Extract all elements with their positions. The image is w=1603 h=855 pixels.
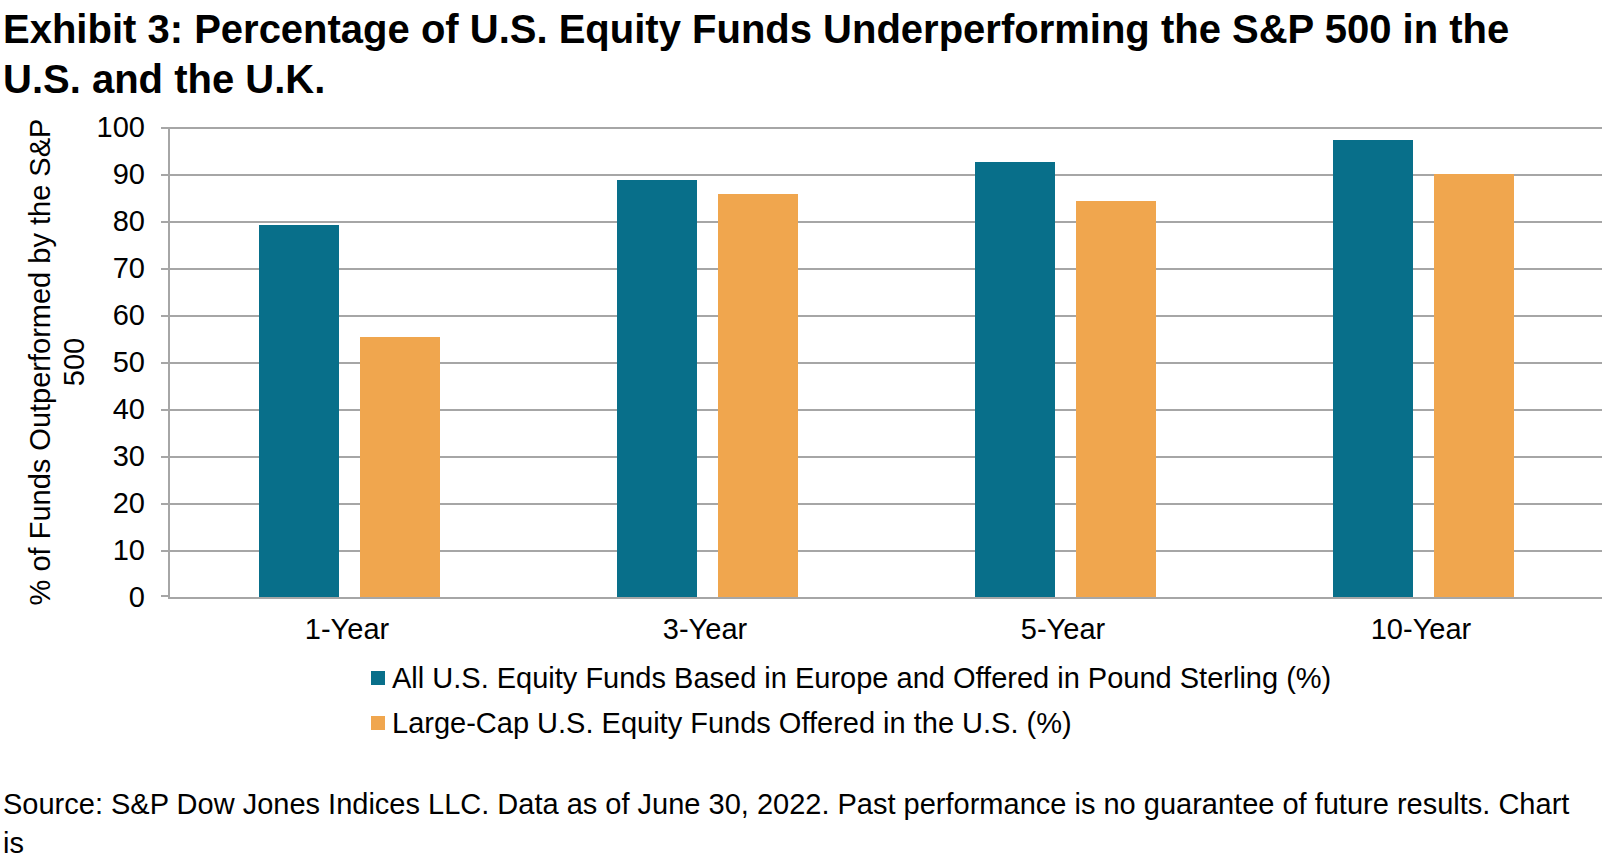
y-tick-mark <box>161 127 168 129</box>
legend-swatch-icon <box>371 716 385 730</box>
chart-title-line-2: U.S. and the U.K. <box>3 54 1598 104</box>
bar-10-year-series-1 <box>1333 140 1413 597</box>
x-axis-label-3-year: 3-Year <box>526 612 884 646</box>
bar-group-3-year <box>528 127 886 597</box>
bar-group-5-year <box>886 127 1244 597</box>
y-tick-mark <box>161 409 168 411</box>
legend: All U.S. Equity Funds Based in Europe an… <box>371 663 1331 753</box>
y-tick-label: 30 <box>0 441 145 471</box>
y-tick-mark <box>161 503 168 505</box>
source-note-line-1: Source: S&P Dow Jones Indices LLC. Data … <box>3 785 1593 855</box>
y-tick-label: 100 <box>0 112 145 142</box>
y-tick-label: 70 <box>0 253 145 283</box>
legend-label: Large-Cap U.S. Equity Funds Offered in t… <box>392 708 1072 738</box>
y-tick-mark <box>161 221 168 223</box>
x-axis-label-10-year: 10-Year <box>1242 612 1600 646</box>
y-tick-label: 50 <box>0 347 145 377</box>
x-axis-label-5-year: 5-Year <box>884 612 1242 646</box>
legend-label: All U.S. Equity Funds Based in Europe an… <box>392 663 1331 693</box>
y-tick-label: 90 <box>0 159 145 189</box>
y-tick-label: 40 <box>0 394 145 424</box>
chart-title: Exhibit 3: Percentage of U.S. Equity Fun… <box>3 4 1598 104</box>
plot-area <box>168 127 1602 599</box>
x-axis-label-1-year: 1-Year <box>168 612 526 646</box>
bar-1-year-series-2 <box>360 337 440 597</box>
y-tick-mark <box>161 268 168 270</box>
y-tick-label: 80 <box>0 206 145 236</box>
x-axis-labels: 1-Year3-Year5-Year10-Year <box>168 612 1600 646</box>
y-tick-mark <box>161 456 168 458</box>
y-tick-label: 10 <box>0 535 145 565</box>
y-tick-mark <box>161 550 168 552</box>
bar-1-year-series-1 <box>259 225 339 597</box>
y-axis-tick-labels: 0102030405060708090100 <box>0 127 145 597</box>
bar-3-year-series-1 <box>617 180 697 597</box>
bar-group-10-year <box>1244 127 1602 597</box>
legend-item-2: Large-Cap U.S. Equity Funds Offered in t… <box>371 708 1331 738</box>
legend-swatch-icon <box>371 671 385 685</box>
y-tick-mark <box>161 315 168 317</box>
y-tick-label: 20 <box>0 488 145 518</box>
chart-title-line-1: Exhibit 3: Percentage of U.S. Equity Fun… <box>3 4 1598 54</box>
bar-10-year-series-2 <box>1434 174 1514 597</box>
y-tick-mark <box>161 595 168 597</box>
source-note: Source: S&P Dow Jones Indices LLC. Data … <box>3 785 1593 855</box>
bar-5-year-series-2 <box>1076 201 1156 597</box>
y-tick-label: 0 <box>0 582 145 612</box>
legend-item-1: All U.S. Equity Funds Based in Europe an… <box>371 663 1331 693</box>
exhibit-chart: Exhibit 3: Percentage of U.S. Equity Fun… <box>0 0 1603 855</box>
y-tick-mark <box>161 174 168 176</box>
y-tick-label: 60 <box>0 300 145 330</box>
bar-5-year-series-1 <box>975 162 1055 597</box>
bar-3-year-series-2 <box>718 194 798 597</box>
y-tick-mark <box>161 362 168 364</box>
bar-group-1-year <box>170 127 528 597</box>
